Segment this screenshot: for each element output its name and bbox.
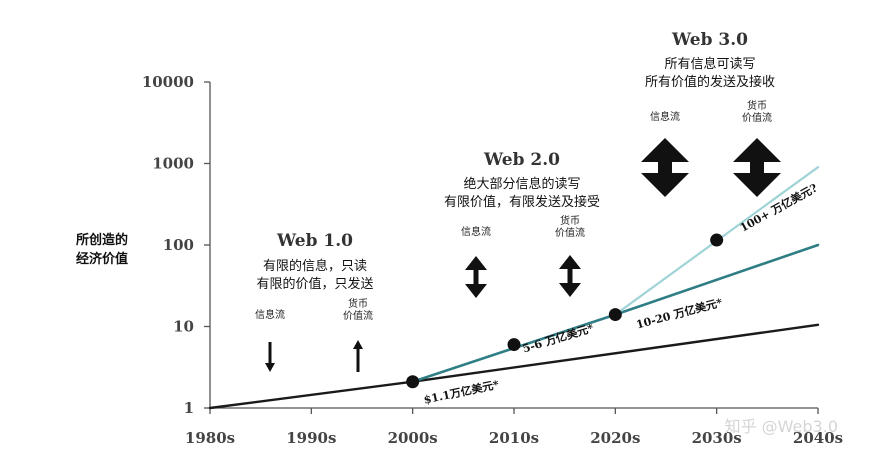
axes: 1 10 100 1000 10000 1980s 1990s 2000s 2010s 2020s… (76, 73, 843, 447)
x-tick-label: 2030s (692, 429, 742, 447)
y-axis-label: 所创造的经济价值 (76, 232, 128, 267)
data-point-label: 10-20 万亿美元* (634, 295, 724, 332)
x-tick-label: 2020s (590, 429, 640, 447)
data-point-label: $1.1万亿美元* (422, 377, 500, 407)
y-tick-label: 10000 (142, 73, 194, 91)
flow-label: 价值流 (742, 111, 772, 124)
data-point (406, 375, 420, 389)
data-point (608, 308, 622, 322)
flow-label: 货币 (747, 99, 767, 112)
era-title: Web 3.0 (671, 30, 748, 50)
flow-label: 信息流 (650, 110, 680, 123)
flow-label: 货币 (348, 297, 368, 310)
y-tick-label: 1 (184, 399, 194, 417)
flow-arrow-both (465, 256, 487, 298)
x-tick-label: 1990s (286, 429, 336, 447)
y-tick-label: 1000 (152, 155, 194, 173)
data-point (710, 233, 724, 247)
flow-arrow-down (265, 342, 275, 372)
flow-arrow-both (559, 255, 581, 297)
era-description: 所有信息可读写 (664, 56, 755, 72)
era-description: 绝大部分信息的读写 (463, 176, 580, 192)
x-tick-label: 2010s (489, 429, 539, 447)
era-title: Web 1.0 (276, 231, 353, 251)
x-tick-label: 2000s (388, 429, 438, 447)
era-description: 所有价值的发送及接收 (645, 74, 775, 90)
flow-label: 货币 (560, 214, 580, 227)
data-point-label: 5-6 万亿美元* (521, 321, 596, 356)
flow-label: 信息流 (461, 225, 491, 238)
era-description: 有限的信息，只读 (263, 258, 367, 274)
flow-arrow-both-big (733, 138, 781, 197)
flow-arrow-up (353, 340, 363, 372)
flow-arrow-both-big (641, 138, 689, 197)
flow-label: 信息流 (255, 308, 285, 321)
series-line-base (208, 323, 820, 410)
watermark-text: 知乎 @Web3.0 (725, 417, 838, 436)
y-tick-label: 10 (173, 318, 194, 336)
flow-label: 价值流 (343, 309, 373, 322)
era-title: Web 2.0 (483, 150, 560, 170)
era-description: 有限价值，有限发送及接受 (444, 194, 600, 210)
y-tick-label: 100 (163, 236, 194, 254)
x-tick-label: 1980s (185, 429, 235, 447)
flow-label: 价值流 (555, 226, 585, 239)
x-tick-label: 2040s (793, 429, 843, 447)
data-point (507, 338, 521, 352)
era-description: 有限的价值，只发送 (256, 276, 373, 292)
